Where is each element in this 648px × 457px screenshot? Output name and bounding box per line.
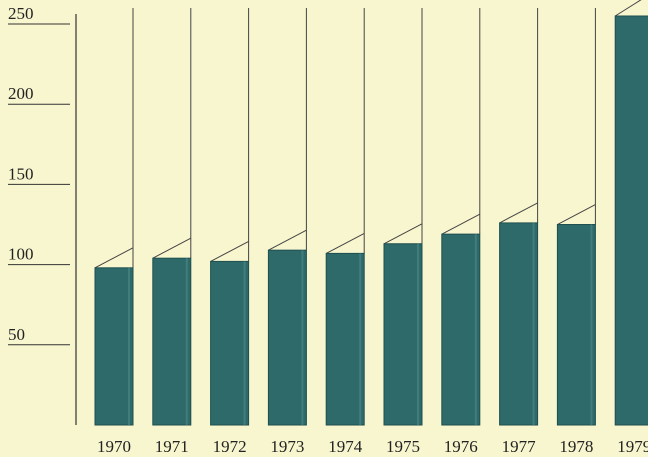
bar-perspective-line [268,229,307,251]
bar-1972 [210,8,250,426]
bar-highlight [301,250,304,425]
y-tick-label: 100 [8,245,34,264]
bar-highlight [532,222,535,425]
bar-perspective-line [210,240,249,262]
x-tick-label: 1970 [97,437,131,456]
bar-perspective-line [441,213,481,235]
bar-body [267,249,307,426]
bar-perspective-line [557,204,596,225]
bar-highlight [359,253,362,425]
bar-perspective-line [499,202,538,224]
bar-highlight [128,267,130,425]
bar-1978 [556,8,596,426]
bar-highlight [185,258,188,425]
y-axis: 50 100 150 200 250 [8,4,77,425]
x-tick-label: 1977 [502,437,537,456]
bar-1971 [152,8,192,426]
bar-body [614,15,648,426]
bar-body [499,222,539,426]
x-tick-label: 1979 [617,437,648,456]
bar-1979 [614,0,648,426]
bar-body [94,267,134,426]
bar-body [325,252,365,426]
bar-1976 [441,8,481,426]
bar-body [441,233,481,426]
bar-body [556,224,596,426]
y-tick-label: 150 [8,164,34,183]
bar-highlight [417,243,419,425]
bar-highlight [474,234,477,425]
bar-body [152,257,192,426]
x-tick-label: 1976 [444,437,478,456]
x-tick-label: 1975 [386,437,420,456]
x-tick-label: 1978 [559,437,593,456]
bar-perspective-line [152,237,192,259]
bar-perspective-line [325,232,365,254]
bar-1975 [383,8,423,426]
bar-highlight [590,224,593,425]
x-tick-label: 1974 [328,437,363,456]
x-tick-label: 1971 [155,437,189,456]
y-tick-label: 250 [8,4,34,23]
bar-1970 [94,8,134,426]
bar-highlight [243,261,246,425]
y-tick-label: 50 [8,325,25,344]
x-axis: 1970 1971 1972 1973 1974 1975 1976 1977 1978 1979 [97,437,648,456]
bars [94,0,648,426]
bar-body [383,243,423,426]
bar-perspective-line [614,0,642,17]
bar-body [210,260,250,426]
x-tick-label: 1973 [270,437,304,456]
bar-1977 [499,8,539,426]
bar-perspective-line [94,247,134,269]
bar-1974 [325,8,365,426]
bar-perspective-line [383,223,423,245]
bar-1973 [267,8,307,426]
y-tick-label: 200 [8,84,34,103]
x-tick-label: 1972 [213,437,247,456]
